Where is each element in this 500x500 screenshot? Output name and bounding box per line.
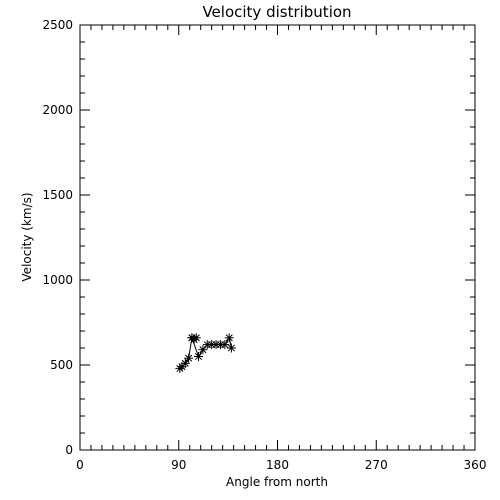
y-tick-label: 500 [50,358,73,372]
data-point [224,333,234,343]
y-tick-label: 1500 [42,188,73,202]
x-axis-label: Angle from north [226,475,328,489]
y-tick-label: 2000 [42,103,73,117]
data-point [220,340,230,350]
data-point [198,345,208,355]
data-point [184,353,194,363]
axis-ticks [79,24,476,451]
tick-labels: 0 90 180 270 360 0 500 1000 1500 2000 2500 [42,18,486,472]
y-tick-label: 1000 [42,273,73,287]
chart-title: Velocity distribution [202,3,351,21]
x-tick-label: 360 [464,458,487,472]
y-axis-label: Velocity (km/s) [20,192,34,281]
data-point [226,343,236,353]
x-tick-label: 0 [76,458,84,472]
data-point [180,358,190,368]
data-point [194,352,203,361]
x-tick-label: 90 [171,458,186,472]
x-tick-label: 180 [266,458,289,472]
plot-frame [79,24,476,451]
y-tick-label: 0 [65,443,73,457]
data-point [187,333,197,343]
y-tick-label: 2500 [42,18,73,32]
x-tick-label: 270 [365,458,388,472]
velocity-series-markers [175,333,236,373]
